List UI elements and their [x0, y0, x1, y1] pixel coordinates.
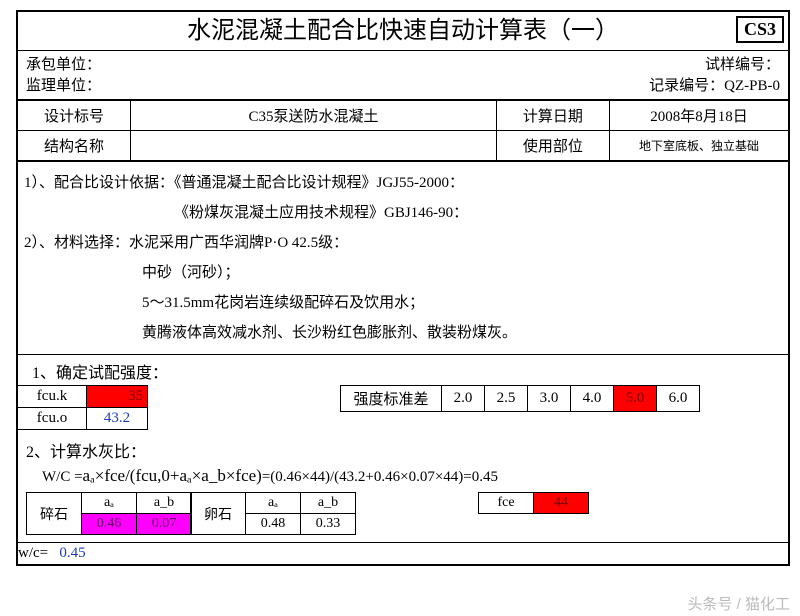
calc-date-value: 2008年8月18日: [609, 101, 788, 131]
title-row: 水泥混凝土配合比快速自动计算表（一） CS3: [18, 12, 788, 51]
fcuk-value: 35: [87, 386, 148, 408]
meta-row-2: 监理单位： 记录编号：QZ-PB-0: [18, 74, 788, 100]
fcuo-label: fcu.o: [18, 408, 87, 430]
pebble-ab: 0.33: [301, 514, 356, 535]
supervisor-label: 监理单位：: [26, 74, 101, 95]
calc-date-label: 计算日期: [496, 101, 609, 131]
tag-box: CS3: [736, 16, 784, 43]
crushed-ab: 0.07: [137, 514, 192, 535]
formula-sym: aₐ×fce/(fcu,0+aₐ×a_b×fce): [83, 466, 262, 485]
info-table: 设计标号 C35泵送防水混凝土 计算日期 2008年8月18日 结构名称 使用部…: [18, 100, 788, 161]
material-line-3: 5～31.5mm花岗岩连续级配碎石及饮用水；: [24, 288, 782, 318]
std-v5: 6.0: [657, 386, 700, 412]
formula-num: =(0.46×44)/(43.2+0.46×0.07×44)=0.45: [262, 469, 498, 485]
fce-label: fce: [479, 493, 534, 514]
ab-h1: a_b: [137, 493, 192, 514]
aa-h2: aₐ: [246, 493, 301, 514]
std-v0: 2.0: [442, 386, 485, 412]
design-grade-label: 设计标号: [18, 101, 131, 131]
std-dev-label: 强度标准差: [341, 386, 442, 412]
basis-line-2: 《粉煤灰混凝土应用技术规程》GBJ146-90：: [24, 198, 782, 228]
std-v3: 4.0: [571, 386, 614, 412]
formula-lhs: W/C =: [42, 469, 83, 485]
use-part-value: 地下室底板、独立基础: [609, 131, 788, 161]
strength-zone: fcu.k 35 fcu.o 43.2 强度标准差 2.0 2.5 3.0 4.…: [18, 385, 788, 432]
watermark: 头条号 / 猫化工: [687, 593, 790, 614]
coef-row: 碎石 aₐ a_b 0.46 0.07 卵石 aₐ a_b 0.48 0.33: [18, 492, 788, 542]
pebble-table: 卵石 aₐ a_b 0.48 0.33: [190, 492, 356, 535]
std-v2: 3.0: [528, 386, 571, 412]
basis-block: 1）、配合比设计依据：《普通混凝土配合比设计规程》JGJ55-2000： 《粉煤…: [18, 161, 788, 355]
basis-line-1: 1）、配合比设计依据：《普通混凝土配合比设计规程》JGJ55-2000：: [24, 168, 782, 198]
record-no-label: 记录编号：QZ-PB-0: [649, 74, 780, 95]
pebble-label: 卵石: [191, 493, 246, 535]
structure-name-value: [131, 131, 497, 161]
use-part-label: 使用部位: [496, 131, 609, 161]
std-v1: 2.5: [485, 386, 528, 412]
crushed-stone-table: 碎石 aₐ a_b 0.46 0.07: [26, 492, 192, 535]
meta-row-1: 承包单位： 试样编号：: [18, 51, 788, 74]
material-line-4: 黄腾液体高效减水剂、长沙粉红色膨胀剂、散装粉煤灰。: [24, 318, 782, 348]
sample-no-label: 试样编号：: [705, 53, 780, 74]
crushed-aa: 0.46: [82, 514, 137, 535]
structure-name-label: 结构名称: [18, 131, 131, 161]
fcuk-table: fcu.k 35 fcu.o 43.2: [18, 385, 148, 430]
crushed-stone-label: 碎石: [27, 493, 82, 535]
section-2-title: 2、计算水灰比：: [18, 432, 788, 464]
fce-value: 44: [534, 493, 589, 514]
wc-formula: W/C =aₐ×fce/(fcu,0+aₐ×a_b×fce)=(0.46×44)…: [18, 464, 788, 492]
wc-label: w/c=: [18, 545, 48, 561]
material-line-1: 2）、材料选择：水泥采用广西华润牌P·O 42.5级：: [24, 228, 782, 258]
aa-h1: aₐ: [82, 493, 137, 514]
section-1-title: 1、确定试配强度：: [18, 355, 788, 385]
material-line-2: 中砂（河砂）；: [24, 258, 782, 288]
fce-table: fce 44: [478, 492, 589, 514]
fcuo-value: 43.2: [87, 408, 148, 430]
std-dev-table: 强度标准差 2.0 2.5 3.0 4.0 5.0 6.0: [340, 385, 700, 412]
contractor-label: 承包单位：: [26, 53, 101, 74]
ab-h2: a_b: [301, 493, 356, 514]
wc-value: 0.45: [59, 545, 85, 561]
design-grade-value: C35泵送防水混凝土: [131, 101, 497, 131]
wc-row: w/c= 0.45: [18, 542, 788, 564]
fcuk-label: fcu.k: [18, 386, 87, 408]
page-title: 水泥混凝土配合比快速自动计算表（一）: [18, 12, 788, 50]
pebble-aa: 0.48: [246, 514, 301, 535]
form-outer: 水泥混凝土配合比快速自动计算表（一） CS3 承包单位： 试样编号： 监理单位：…: [16, 10, 790, 566]
std-v4: 5.0: [614, 386, 657, 412]
